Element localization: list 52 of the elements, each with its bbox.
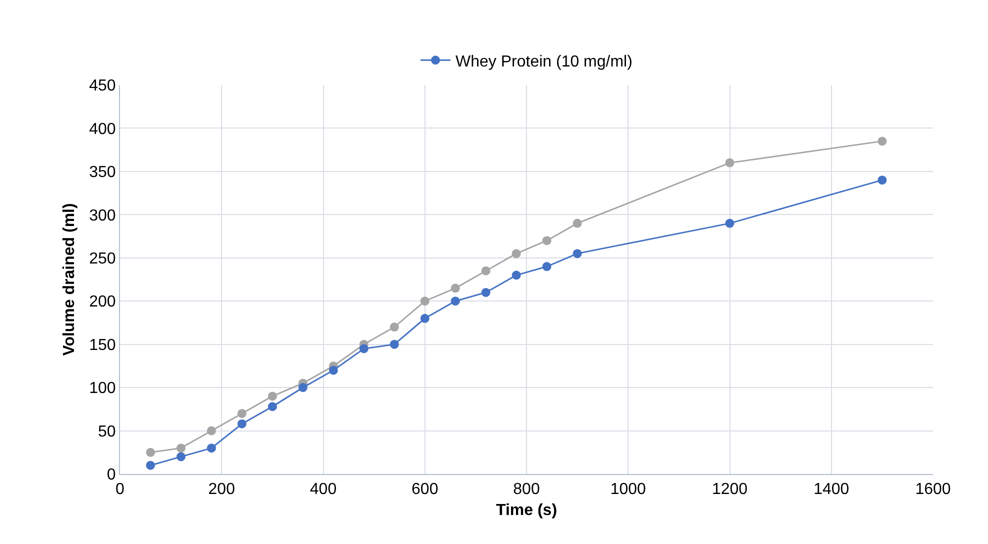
point <box>390 340 399 349</box>
y-axis-title: Volume drained (ml) <box>60 203 78 356</box>
point <box>481 288 490 297</box>
point <box>542 262 552 272</box>
point <box>206 444 216 453</box>
y-tick-label: 50 <box>98 423 116 440</box>
point <box>390 322 399 332</box>
point <box>572 218 582 228</box>
point <box>176 444 186 453</box>
point <box>450 296 460 306</box>
point <box>878 176 887 185</box>
point <box>542 236 552 246</box>
y-tick-label: 250 <box>89 250 116 268</box>
point <box>268 392 277 401</box>
x-tick-label: 400 <box>310 481 337 498</box>
x-tick-label: 1400 <box>814 481 850 498</box>
x-tick-label: 1200 <box>712 481 748 498</box>
point <box>237 419 246 428</box>
point <box>725 218 734 228</box>
y-tick-label: 400 <box>89 120 116 138</box>
y-tick-label: 300 <box>89 207 116 224</box>
point <box>146 448 155 457</box>
point <box>878 136 887 146</box>
point <box>298 383 308 392</box>
y-tick-label: 100 <box>89 380 116 398</box>
point <box>572 249 582 258</box>
point <box>481 266 490 276</box>
legend-label: Whey Protein (10 mg/ml) <box>456 53 632 70</box>
point <box>237 408 246 418</box>
y-tick-label: 350 <box>89 164 116 182</box>
point <box>512 270 521 280</box>
point <box>268 402 277 412</box>
y-tick-label: 0 <box>106 466 116 484</box>
x-tick-label: 600 <box>412 481 438 498</box>
x-tick-label: 800 <box>513 481 540 498</box>
point <box>359 344 368 354</box>
y-tick-label: 150 <box>89 336 116 354</box>
point <box>146 460 155 470</box>
point <box>512 249 521 258</box>
point <box>176 452 186 462</box>
y-tick-label: 200 <box>89 294 116 311</box>
point <box>450 284 460 293</box>
point <box>420 296 430 306</box>
point <box>206 426 216 436</box>
x-tick-label: 1600 <box>915 481 951 498</box>
point <box>725 158 734 168</box>
x-axis-title: Time (s) <box>496 502 558 519</box>
y-tick-label: 450 <box>89 78 116 95</box>
x-tick-label: 1000 <box>610 481 646 498</box>
point <box>328 366 338 375</box>
point <box>420 314 430 323</box>
x-tick-label: 200 <box>208 481 236 498</box>
